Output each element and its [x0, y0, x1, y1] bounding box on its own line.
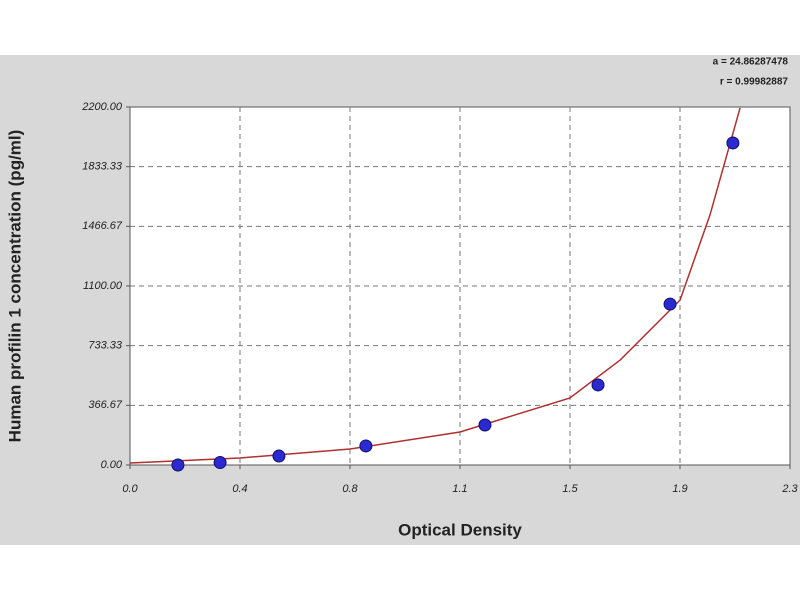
x-tick-label: 1.5 [562, 483, 578, 495]
data-point [171, 458, 185, 472]
y-tick-label: 366.67 [88, 399, 123, 411]
data-point [478, 418, 492, 432]
x-tick-label: 2.3 [781, 483, 798, 495]
x-axis-title: Optical Density [398, 520, 522, 539]
x-tick-label: 1.1 [452, 483, 467, 495]
x-tick-label: 0.0 [122, 483, 138, 495]
y-tick-label: 0.00 [101, 459, 123, 471]
y-tick-label: 733.33 [88, 340, 123, 352]
y-tick-label: 1833.33 [82, 161, 123, 173]
data-point [663, 297, 677, 311]
data-point [213, 456, 227, 470]
annotation: a = 24.86287478 [713, 57, 789, 68]
y-axis-title: Human profilin 1 concentration (pg/ml) [5, 130, 24, 443]
data-point [359, 439, 373, 453]
data-point [726, 136, 740, 150]
data-point [591, 378, 605, 392]
x-tick-label: 1.9 [672, 483, 687, 495]
annotation: r = 0.99982887 [720, 77, 789, 88]
y-tick-label: 2200.00 [81, 101, 123, 113]
x-tick-label: 0.8 [342, 483, 358, 495]
y-tick-label: 1466.67 [82, 220, 123, 232]
x-tick-label: 0.4 [232, 483, 247, 495]
data-point [272, 449, 286, 463]
y-tick-label: 1100.00 [83, 280, 123, 292]
